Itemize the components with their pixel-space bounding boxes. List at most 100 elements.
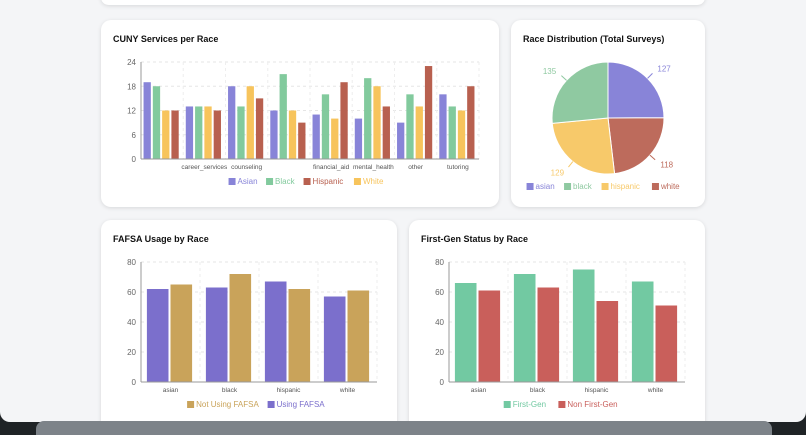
chart-svg: 0 20 40 60 80 asian black hispanic white First-Ge… xyxy=(435,258,686,409)
legend-label: White xyxy=(363,177,384,186)
bar-white xyxy=(204,106,212,159)
label-line xyxy=(568,161,574,168)
bar-not-using-fafsa xyxy=(170,284,193,382)
bar-using-fafsa xyxy=(264,281,287,382)
chart-title: CUNY Services per Race xyxy=(113,34,219,44)
x-tick-label: black xyxy=(222,387,238,394)
bar-black xyxy=(279,74,287,159)
x-tick-label: career_services xyxy=(181,164,228,171)
bar-black xyxy=(406,94,414,159)
legend-label: Hispanic xyxy=(313,177,344,186)
legend-swatch xyxy=(526,183,534,190)
legend-swatch xyxy=(267,401,275,408)
y-tick-label: 24 xyxy=(127,58,136,67)
dashboard-window: CUNY Services per Race 0 6 12 18 24 career_ser… xyxy=(0,0,806,422)
legend-swatch xyxy=(651,183,659,190)
bar-asian xyxy=(143,82,151,159)
slice-value-label: 135 xyxy=(543,67,557,76)
legend-swatch xyxy=(266,178,274,185)
label-line xyxy=(561,75,567,81)
bar-not-using-fafsa xyxy=(229,274,252,382)
legend-label: Black xyxy=(275,177,296,186)
y-tick-label: 60 xyxy=(435,288,444,297)
y-tick-label: 6 xyxy=(132,131,137,140)
bar-black xyxy=(195,106,203,159)
bar-white xyxy=(415,106,423,159)
x-tick-label: white xyxy=(339,387,356,394)
legend-swatch xyxy=(353,178,361,185)
legend-label: black xyxy=(573,182,593,191)
bar-white xyxy=(457,110,466,159)
top-card xyxy=(101,0,705,5)
legend-swatch xyxy=(503,401,511,408)
bar-white xyxy=(162,110,170,159)
bar-asian xyxy=(439,94,447,159)
pie-slice-hispanic xyxy=(551,117,616,175)
race-pie-card: Race Distribution (Total Surveys) 127 118 1… xyxy=(511,20,705,207)
legend-swatch xyxy=(558,401,566,408)
legend-swatch xyxy=(187,401,195,408)
bar-hispanic xyxy=(213,110,221,159)
bar-black xyxy=(152,86,161,159)
chart-title: First-Gen Status by Race xyxy=(421,234,529,244)
y-tick-label: 80 xyxy=(435,258,444,267)
bar-hispanic xyxy=(171,110,179,159)
bar-white xyxy=(246,86,254,159)
bar-hispanic xyxy=(298,122,306,159)
y-tick-label: 80 xyxy=(127,258,136,267)
x-tick-label: white xyxy=(647,387,664,394)
y-tick-label: 0 xyxy=(440,378,445,387)
x-tick-label: hispanic xyxy=(277,387,302,394)
label-line xyxy=(649,154,656,161)
bar-asian xyxy=(228,86,236,159)
bar-using-fafsa xyxy=(146,289,169,382)
x-tick-label: tutoring xyxy=(447,164,469,171)
legend-label: Asian xyxy=(238,177,258,186)
bar-hispanic xyxy=(467,86,475,159)
pie-slice-white xyxy=(607,117,665,175)
pie-slice-asian xyxy=(607,61,665,119)
bar-not-using-fafsa xyxy=(347,290,370,382)
bar-first-gen xyxy=(631,281,654,382)
chart-svg: 0 20 40 60 80 asian black hispanic white Not Usin… xyxy=(127,258,378,409)
chart-svg: 127 118 129 135 asian black hispanic white xyxy=(526,61,680,191)
bar-white xyxy=(373,86,381,159)
y-tick-label: 0 xyxy=(132,155,137,164)
bar-asian xyxy=(312,114,320,159)
y-tick-label: 18 xyxy=(127,82,136,91)
y-tick-label: 40 xyxy=(435,318,444,327)
bar-black xyxy=(237,106,245,159)
bar-not-using-fafsa xyxy=(288,289,311,382)
legend-label: Non First-Gen xyxy=(567,400,617,409)
bar-using-fafsa xyxy=(323,296,346,382)
bar-black xyxy=(448,106,456,159)
x-tick-label: financial_aid xyxy=(313,164,350,171)
bar-hispanic xyxy=(340,82,348,159)
legend-label: Using FAFSA xyxy=(277,400,326,409)
bar-non-first-gen xyxy=(596,301,619,382)
bar-asian xyxy=(185,106,194,159)
bar-asian xyxy=(354,118,363,159)
pie-slice-black xyxy=(551,61,609,124)
chart-title: FAFSA Usage by Race xyxy=(113,234,209,244)
slice-value-label: 129 xyxy=(551,168,565,177)
legend-label: white xyxy=(660,182,680,191)
legend-label: asian xyxy=(536,182,555,191)
legend-label: hispanic xyxy=(611,182,640,191)
x-tick-label: counseling xyxy=(231,164,262,171)
y-tick-label: 60 xyxy=(127,288,136,297)
bar-non-first-gen xyxy=(655,305,678,382)
bar-black xyxy=(364,78,372,159)
bar-hispanic xyxy=(255,98,264,159)
slice-value-label: 127 xyxy=(657,64,671,73)
dock[interactable] xyxy=(36,421,772,435)
firstgen-chart-card: First-Gen Status by Race 0 20 40 60 80 asian bl… xyxy=(409,220,705,422)
x-tick-label: other xyxy=(408,164,424,171)
bar-white xyxy=(288,110,297,159)
slice-value-label: 118 xyxy=(660,160,673,169)
chart-title: Race Distribution (Total Surveys) xyxy=(523,34,665,44)
legend-swatch xyxy=(601,183,609,190)
bar-hispanic xyxy=(382,106,390,159)
bar-white xyxy=(331,118,339,159)
chart-svg: 0 6 12 18 24 career_services counseling financi… xyxy=(127,58,480,186)
